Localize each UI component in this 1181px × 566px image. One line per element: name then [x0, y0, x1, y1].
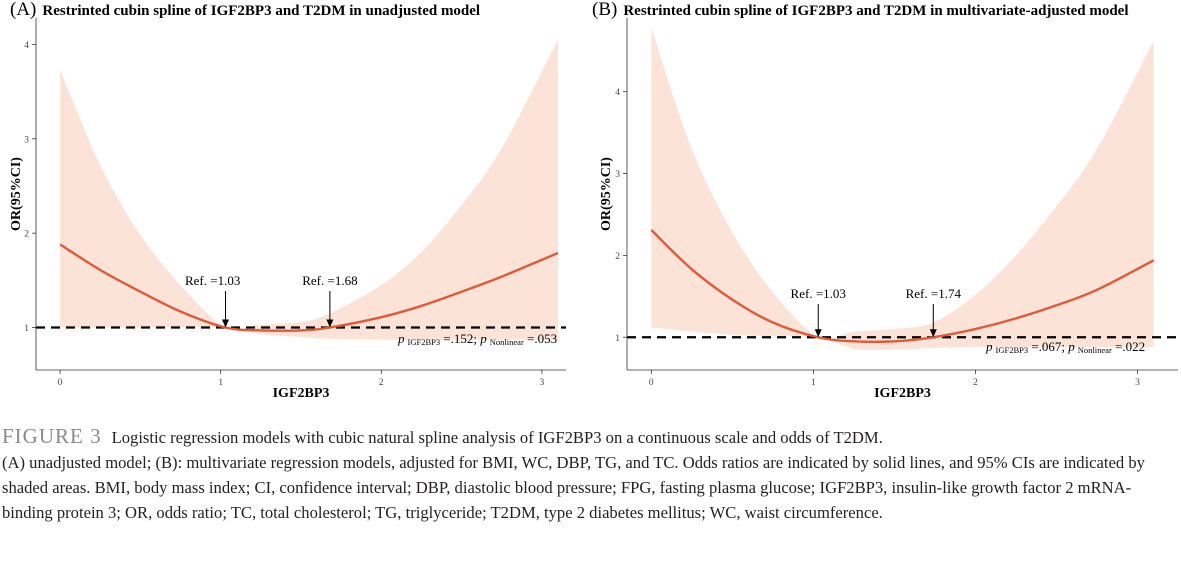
figure-caption: FIGURE 3 Logistic regression models with … — [2, 424, 1180, 525]
chart-title-text: Restrinted cubin spline of IGF2BP3 and T… — [42, 3, 480, 19]
panel-a: (A) Restrinted cubin spline of IGF2BP3 an… — [9, 0, 566, 401]
panel-label: (A) — [10, 0, 36, 20]
y-tick-label: 1 — [615, 334, 620, 344]
y-tick-label: 2 — [615, 252, 620, 262]
chart-title-text: Restrinted cubin spline of IGF2BP3 and T… — [623, 3, 1128, 19]
x-axis-label: IGF2BP3 — [874, 386, 931, 401]
chart-title: (B) Restrinted cubin spline of IGF2BP3 an… — [592, 0, 1129, 20]
figure-panels: (A) Restrinted cubin spline of IGF2BP3 an… — [9, 0, 1178, 401]
ref-arrow-head — [222, 319, 230, 328]
caption-body: (A) unadjusted model; (B): multivariate … — [2, 453, 1145, 522]
x-tick-label: 0 — [58, 378, 63, 388]
odds-ratio-line — [59, 243, 559, 332]
y-tick-label: 4 — [24, 41, 29, 51]
y-tick-label: 3 — [24, 135, 29, 145]
y-axis-label: OR(95%CI) — [599, 157, 614, 231]
confidence-band — [60, 39, 558, 340]
panel-label: (B) — [592, 0, 617, 20]
ref-annotation-label: Ref. =1.68 — [302, 273, 357, 288]
ref-arrow-head — [814, 329, 822, 338]
caption-lead: Logistic regression models with cubic na… — [111, 428, 883, 447]
y-tick-label: 1 — [24, 324, 29, 334]
y-tick-label: 4 — [615, 88, 620, 98]
x-tick-label: 2 — [379, 378, 384, 388]
figure-label: FIGURE 3 — [2, 424, 102, 448]
confidence-band — [651, 27, 1154, 350]
chart-title: (A) Restrinted cubin spline of IGF2BP3 an… — [10, 0, 480, 20]
ref-arrow-head — [929, 329, 937, 338]
x-tick-label: 3 — [1135, 378, 1140, 388]
ref-annotation-label: Ref. =1.03 — [791, 286, 846, 301]
p-value-text: p IGF2BP3 =.067; p Nonlinear =.022 — [985, 339, 1145, 355]
caption-lead-line: FIGURE 3 Logistic regression models with … — [2, 424, 1180, 450]
ref-annotation-label: Ref. =1.03 — [185, 273, 240, 288]
x-tick-label: 3 — [540, 378, 545, 388]
x-tick-label: 1 — [811, 378, 816, 388]
x-axis-label: IGF2BP3 — [273, 386, 330, 401]
x-tick-label: 0 — [649, 378, 654, 388]
ref-annotation-label: Ref. =1.74 — [906, 286, 962, 301]
p-value-text: p IGF2BP3 =.152; p Nonlinear =.053 — [397, 331, 557, 347]
odds-ratio-line — [650, 229, 1155, 344]
ref-arrow-head — [326, 319, 334, 328]
y-tick-label: 2 — [24, 230, 29, 240]
panel-b: (B) Restrinted cubin spline of IGF2BP3 an… — [592, 0, 1178, 401]
x-tick-label: 1 — [218, 378, 223, 388]
x-tick-label: 2 — [973, 378, 978, 388]
y-axis-label: OR(95%CI) — [9, 157, 24, 231]
y-tick-label: 3 — [615, 170, 620, 180]
